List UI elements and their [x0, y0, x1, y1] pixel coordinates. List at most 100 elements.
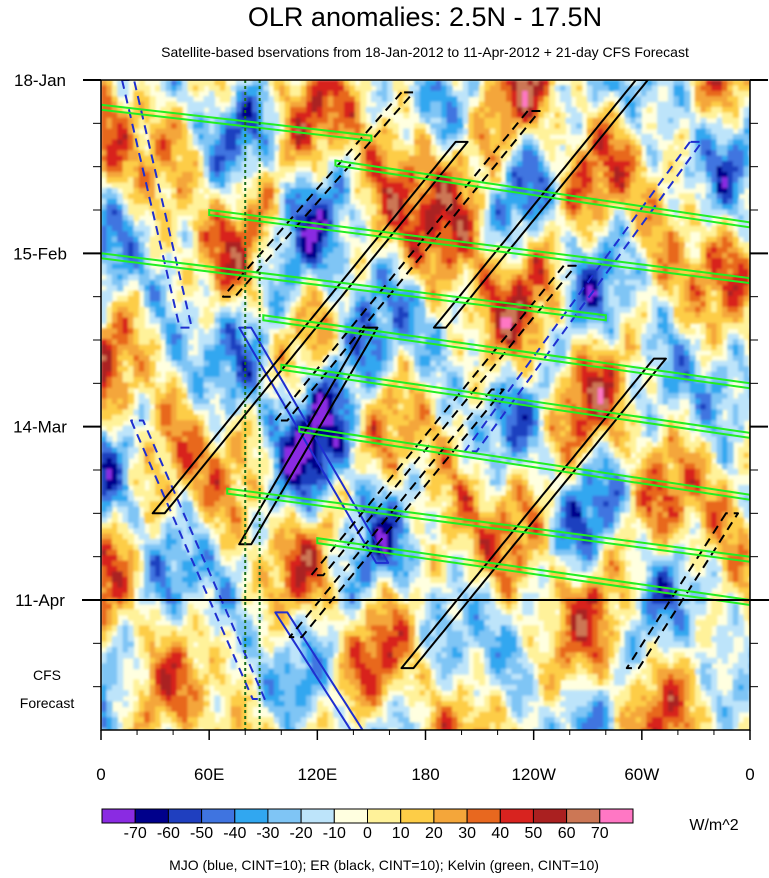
heat-cell [333, 112, 340, 119]
heat-cell [155, 128, 161, 135]
heat-cell [570, 155, 577, 162]
heat-cell [117, 333, 124, 340]
heat-cell [581, 107, 588, 113]
heat-cell [630, 247, 637, 254]
heat-cell [149, 252, 156, 259]
heat-cell [392, 296, 399, 302]
heat-cell [597, 112, 604, 119]
heat-cell [689, 204, 696, 211]
heat-cell [230, 107, 237, 113]
heat-cell [273, 323, 280, 329]
heat-cell [182, 290, 188, 297]
heat-cell [435, 80, 442, 86]
heat-cell [425, 323, 431, 329]
heat-cell [587, 231, 593, 238]
heat-cell [284, 112, 291, 119]
heat-cell [252, 139, 259, 146]
heat-cell [111, 242, 118, 248]
heat-cell [651, 225, 658, 232]
heat-cell [176, 134, 183, 140]
heat-cell [587, 258, 593, 265]
heat-cell [738, 323, 745, 329]
heat-cell [311, 274, 318, 281]
heat-cell [738, 166, 745, 173]
heat-cell [290, 204, 296, 211]
heat-cell [128, 198, 134, 205]
heat-cell [668, 290, 674, 297]
heat-cell [122, 182, 129, 189]
heat-cell [722, 134, 728, 140]
heat-cell [570, 328, 577, 335]
heat-cell [533, 80, 539, 86]
heat-cell [371, 333, 377, 340]
heat-cell [392, 236, 399, 243]
heat-cell [354, 247, 361, 254]
heat-cell [722, 144, 728, 151]
heat-cell [716, 150, 723, 157]
heat-cell [317, 144, 323, 151]
heat-cell [263, 85, 269, 92]
heat-cell [446, 80, 453, 86]
heat-cell [738, 101, 745, 108]
heat-cell [317, 166, 323, 173]
heat-cell [430, 209, 437, 216]
heat-cell [252, 285, 259, 292]
heat-cell [527, 155, 534, 162]
heat-cell [446, 123, 453, 130]
heat-cell [300, 90, 307, 97]
heat-cell [689, 306, 696, 313]
heat-cell [479, 285, 485, 292]
heat-cell [673, 306, 680, 313]
heat-cell [268, 155, 275, 162]
heat-cell [668, 177, 674, 184]
heat-cell [684, 252, 691, 259]
heat-cell [209, 236, 215, 243]
heat-cell [603, 117, 610, 124]
heat-cell [381, 236, 388, 243]
heat-cell [468, 306, 475, 313]
heat-cell [619, 85, 626, 92]
heat-cell [560, 144, 566, 151]
heat-cell [479, 209, 485, 216]
heat-cell [360, 193, 367, 200]
heat-cell [435, 204, 442, 211]
heat-cell [360, 96, 367, 103]
heat-cell [727, 301, 734, 308]
heat-cell [430, 112, 437, 119]
heat-cell [354, 312, 361, 319]
heat-cell [225, 182, 232, 189]
heat-cell [284, 188, 291, 194]
heat-cell [327, 198, 334, 205]
heat-cell [209, 155, 215, 162]
heat-cell [138, 263, 145, 270]
heat-cell [516, 279, 523, 286]
heat-cell [306, 123, 313, 130]
heat-cell [209, 80, 215, 86]
heat-cell [576, 117, 583, 124]
heat-cell [252, 134, 259, 140]
heat-cell [376, 107, 383, 113]
heat-cell [479, 258, 485, 265]
heat-cell [722, 301, 728, 308]
heat-cell [122, 247, 129, 254]
heat-cell [738, 139, 745, 146]
heat-cell [641, 317, 647, 324]
heat-cell [587, 117, 593, 124]
heat-cell [214, 107, 221, 113]
heat-cell [452, 80, 458, 86]
heat-cell [435, 134, 442, 140]
heat-cell [668, 328, 674, 335]
heat-cell [576, 101, 583, 108]
heat-cell [408, 306, 415, 313]
heat-cell [651, 177, 658, 184]
heat-cell [738, 328, 745, 335]
heat-cell [376, 101, 383, 108]
heat-cell [306, 225, 313, 232]
heat-cell [387, 279, 394, 286]
heat-cell [700, 85, 707, 92]
heat-cell [646, 236, 653, 243]
heat-cell [641, 258, 647, 265]
heat-cell [635, 263, 642, 270]
heat-cell [214, 161, 221, 167]
heat-cell [187, 166, 194, 173]
